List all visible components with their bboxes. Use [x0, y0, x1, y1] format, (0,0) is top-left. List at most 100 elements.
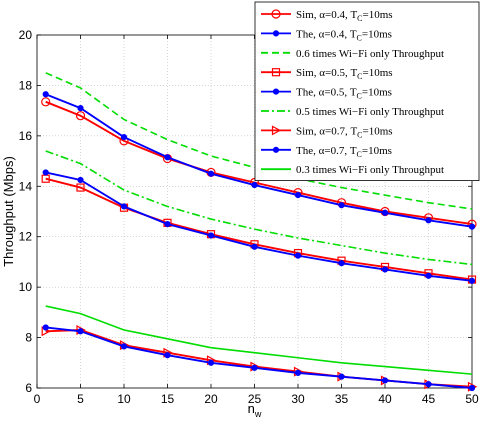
data-point: [164, 154, 171, 161]
legend-label-subscript: C: [357, 130, 362, 139]
legend-marker: [272, 88, 280, 95]
x-tick-label: 20: [204, 392, 218, 406]
series-line: [45, 305, 473, 375]
data-point: [207, 232, 215, 239]
y-tick-label: 10: [19, 280, 33, 294]
data-point: [207, 359, 215, 366]
series-line: [45, 150, 473, 266]
legend-label-subscript: C: [357, 14, 362, 23]
y-tick-label: 16: [19, 129, 33, 143]
legend-label-tail: =10ms: [363, 67, 393, 79]
legend-label-subscript: C: [357, 33, 362, 42]
legend-label-tail: =10ms: [362, 28, 392, 40]
legend-label-main: 0.5 times Wi−Fi only Throughput: [296, 106, 444, 118]
legend-label-main: 0.3 times Wi−Fi only Throughput: [296, 164, 444, 176]
y-tick-label: 20: [19, 28, 33, 42]
data-point: [468, 223, 476, 230]
data-point: [164, 221, 171, 228]
data-point: [338, 202, 345, 209]
x-axis-label-subscript: w: [254, 409, 262, 419]
legend-entry: The, α=0.7, TC=10ms: [261, 145, 392, 159]
data-point: [164, 352, 171, 359]
legend-entry: The, α=0.4, TC=10ms: [261, 28, 392, 42]
legend-marker: [271, 68, 281, 77]
data-point: [425, 381, 432, 388]
legend-label-main: The, α=0.4, T: [296, 28, 357, 40]
legend-entry: 0.5 times Wi−Fi only Throughput: [261, 106, 444, 118]
legend-entry: Sim, α=0.4, TC=10ms: [261, 9, 393, 23]
legend-label: The, α=0.5, TC=10ms: [296, 87, 392, 101]
legend-entry: Sim, α=0.5, TC=10ms: [261, 67, 393, 81]
series-lines: [41, 72, 478, 392]
legend-label-tail: =10ms: [363, 9, 393, 21]
legend-marker: [271, 125, 282, 136]
legend-marker: [272, 30, 280, 37]
y-tick-label: 18: [19, 78, 33, 92]
data-point: [76, 183, 85, 192]
legend-label-tail: =10ms: [362, 145, 392, 157]
legend-label: The, α=0.7, TC=10ms: [296, 145, 392, 159]
data-point: [468, 277, 476, 284]
legend-marker: [271, 9, 281, 19]
x-tick-label: 25: [248, 392, 262, 406]
legend-entry: The, α=0.5, TC=10ms: [261, 87, 392, 101]
series-6: [45, 150, 473, 266]
x-axis-label: nw: [248, 401, 262, 419]
data-point: [381, 377, 389, 384]
legend-label-main: Sim, α=0.5, T: [296, 67, 357, 79]
legend-label-tail: =10ms: [362, 87, 392, 99]
legend-label-subscript: C: [357, 92, 362, 101]
series-5: [42, 169, 476, 284]
legend-label: 0.5 times Wi−Fi only Throughput: [296, 106, 444, 118]
data-point: [251, 243, 258, 250]
x-tick-label: 50: [465, 392, 479, 406]
data-point: [425, 217, 432, 224]
data-point: [75, 111, 86, 121]
y-tick-label: 6: [25, 381, 32, 395]
x-tick-label: 5: [77, 392, 84, 406]
x-tick-label: 35: [335, 392, 349, 406]
legend-marker: [272, 146, 280, 153]
x-tick-label: 40: [378, 392, 392, 406]
legend-entry: Sim, α=0.7, TC=10ms: [261, 125, 393, 139]
legend-label-tail: =10ms: [363, 125, 393, 137]
data-point: [120, 134, 128, 141]
data-point: [42, 91, 49, 98]
legend-label: The, α=0.4, TC=10ms: [296, 28, 392, 42]
x-tick-label: 0: [34, 392, 41, 406]
data-point: [294, 369, 302, 376]
data-point: [77, 328, 84, 335]
x-tick-label: 15: [161, 392, 175, 406]
axis-ticks: 0 5 10 15 20 25 30 35 40 45 50 6 8 10 12 14 16 18 20: [19, 28, 479, 406]
data-point: [77, 105, 84, 112]
data-point: [41, 97, 51, 107]
x-tick-label: 10: [117, 392, 131, 406]
legend-label: Sim, α=0.4, TC=10ms: [296, 9, 393, 23]
series-3: [45, 72, 473, 210]
data-point: [381, 266, 389, 273]
series-2: [42, 91, 476, 230]
x-tick-label: 45: [422, 392, 436, 406]
data-point: [207, 170, 215, 177]
series-9: [45, 305, 473, 375]
data-point: [251, 181, 258, 189]
data-point: [338, 260, 345, 267]
legend-label-main: 0.6 times Wi−Fi only Throughput: [296, 48, 444, 60]
data-point: [77, 176, 84, 184]
legend-label-subscript: C: [357, 150, 362, 159]
data-point: [381, 209, 389, 216]
y-tick-label: 8: [25, 331, 32, 345]
data-point: [251, 364, 258, 371]
legend-label: Sim, α=0.7, TC=10ms: [296, 125, 393, 139]
data-point: [42, 324, 49, 331]
legend-label-main: The, α=0.7, T: [296, 145, 357, 157]
legend-label-subscript: C: [357, 72, 362, 81]
legend-label-main: The, α=0.5, T: [296, 87, 357, 99]
legend-label: 0.3 times Wi−Fi only Throughput: [296, 164, 444, 176]
legend-box: [254, 1, 480, 182]
legend-label: 0.6 times Wi−Fi only Throughput: [296, 48, 444, 60]
data-point: [120, 343, 128, 350]
legend-label-main: Sim, α=0.7, T: [296, 125, 357, 137]
y-tick-label: 14: [19, 179, 33, 193]
